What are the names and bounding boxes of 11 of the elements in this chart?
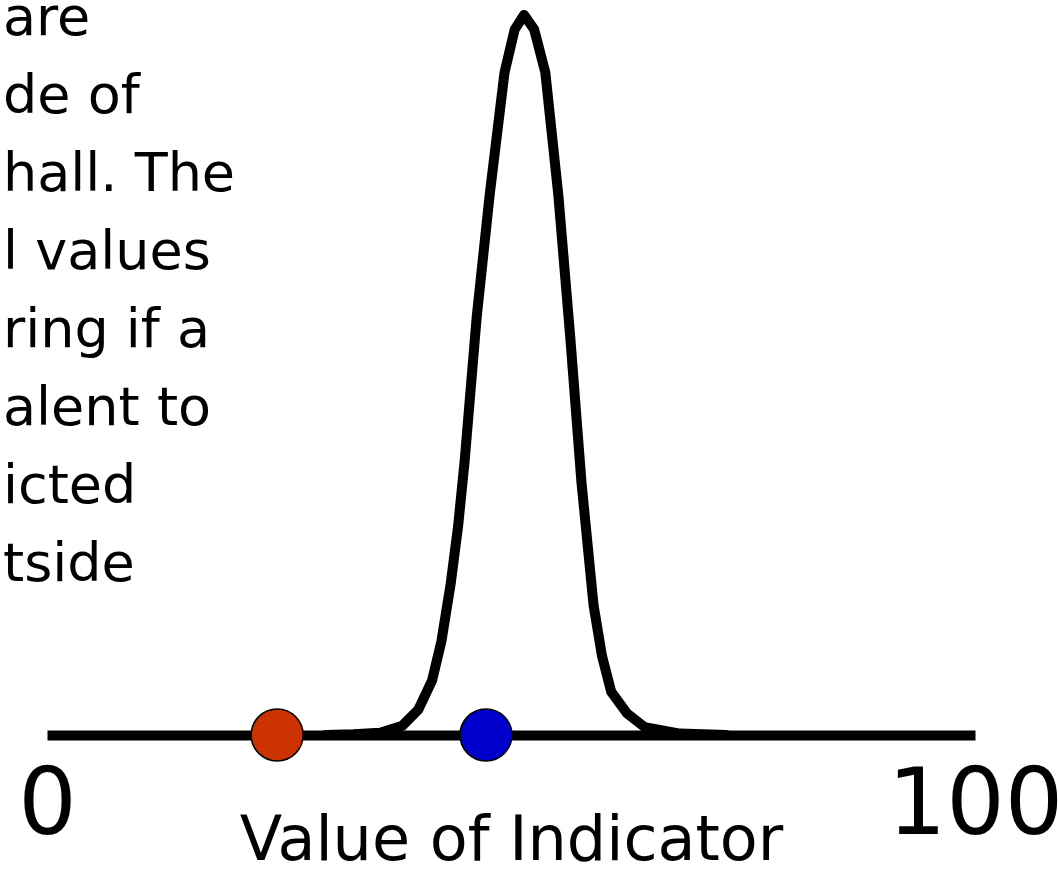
x-axis-title: Value of Indicator: [239, 801, 784, 872]
annotation: alent to: [3, 375, 212, 438]
annotation: de of: [3, 63, 142, 126]
annotation: ring if a: [3, 297, 211, 360]
annotation: hall. The: [3, 141, 236, 204]
annotation: are: [3, 0, 91, 48]
annotation: icted: [3, 453, 137, 516]
annotation: l values: [3, 219, 211, 282]
x-tick-label: 100: [887, 748, 1058, 856]
x-tick-label: 0: [18, 748, 77, 856]
annotation: tside: [3, 531, 135, 594]
